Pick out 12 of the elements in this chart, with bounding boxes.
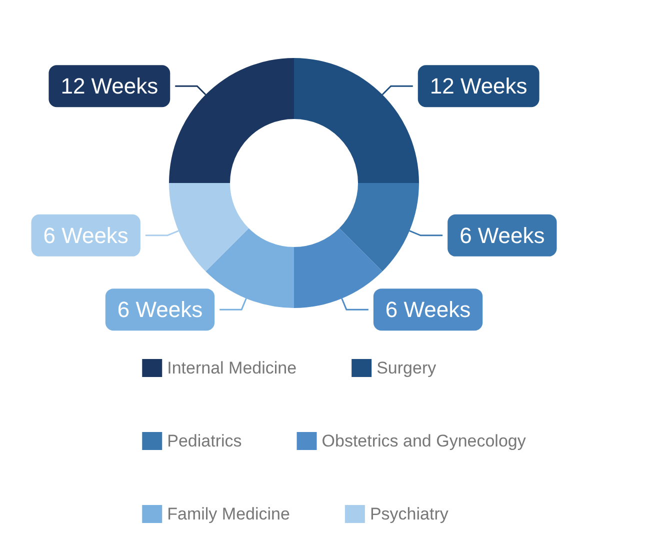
data-label: 12 Weeks xyxy=(60,74,158,99)
data-label: 6 Weeks xyxy=(43,222,128,248)
legend-label: Internal Medicine xyxy=(167,358,297,378)
legend-label: Psychiatry xyxy=(370,504,449,524)
legend-label: Obstetrics and Gynecology xyxy=(322,432,526,450)
data-label: 6 Weeks xyxy=(460,222,545,248)
legend-label: Pediatrics xyxy=(167,432,242,450)
data-label: 6 Weeks xyxy=(385,297,471,322)
data-label: 12 Weeks xyxy=(430,74,528,99)
legend-label: Surgery xyxy=(376,358,437,378)
legend-label: Family Medicine xyxy=(167,504,290,524)
data-label: 6 Weeks xyxy=(117,297,203,322)
